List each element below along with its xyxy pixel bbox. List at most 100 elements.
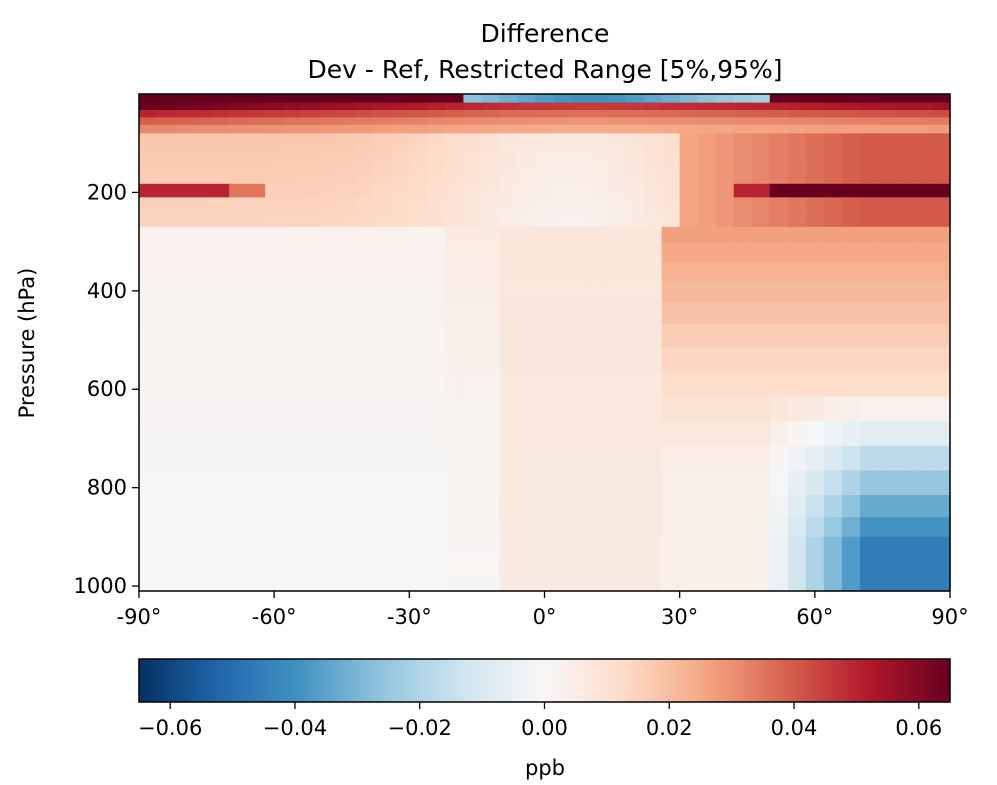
heatmap-cell: [913, 261, 933, 282]
colorbar-tick-label: −0.04: [263, 716, 327, 740]
heatmap-cell: [679, 495, 699, 518]
heatmap-cell: [877, 261, 897, 282]
heatmap-cell: [625, 153, 645, 164]
heatmap-cell: [463, 396, 483, 422]
heatmap-cell: [301, 143, 320, 154]
heatmap-cell: [193, 280, 212, 303]
heatmap-cell: [445, 372, 464, 398]
heatmap-cell: [391, 421, 410, 447]
heatmap-cell: [265, 445, 284, 472]
heatmap-cell: [931, 124, 951, 134]
heatmap-cell: [499, 117, 519, 126]
heatmap-cell: [607, 421, 627, 447]
heatmap-cell: [553, 421, 573, 447]
heatmap-cell: [175, 261, 194, 282]
heatmap-cell: [301, 576, 320, 592]
heatmap-cell: [427, 347, 446, 373]
heatmap-cell: [535, 372, 555, 398]
heatmap-cell: [499, 226, 519, 244]
heatmap-cell: [139, 372, 158, 398]
heatmap-cell: [229, 133, 248, 144]
heatmap-cell: [373, 556, 392, 577]
heatmap-cell: [283, 143, 302, 154]
heatmap-cell: [787, 396, 807, 422]
heatmap-cell: [931, 153, 951, 164]
heatmap-cell: [517, 261, 537, 282]
heatmap-cell: [481, 124, 501, 134]
heatmap-cell: [355, 301, 374, 325]
heatmap-cell: [553, 153, 573, 164]
heatmap-cell: [679, 324, 699, 349]
heatmap-cell: [157, 117, 176, 126]
heatmap-cell: [661, 143, 681, 154]
heatmap-cell: [373, 124, 392, 134]
heatmap-cell: [373, 212, 392, 228]
heatmap-cell: [859, 396, 879, 422]
heatmap-cell: [319, 102, 338, 111]
heatmap-cell: [337, 495, 356, 518]
heatmap-cell: [571, 324, 591, 349]
heatmap-cell: [625, 242, 645, 262]
heatmap-cell: [247, 172, 266, 185]
heatmap-cell: [553, 347, 573, 373]
heatmap-cell: [823, 470, 843, 496]
heatmap-cell: [157, 183, 176, 198]
heatmap-cell: [769, 536, 789, 558]
chart-subtitle: Dev - Ref, Restricted Range [5%,95%]: [308, 55, 783, 84]
heatmap-cell: [409, 324, 428, 349]
heatmap-cell: [445, 109, 464, 118]
heatmap-cell: [733, 109, 753, 118]
heatmap-cell: [535, 94, 555, 104]
heatmap-cell: [859, 226, 879, 244]
heatmap-cell: [643, 372, 663, 398]
heatmap-cell: [877, 94, 897, 104]
heatmap-cell: [463, 197, 483, 213]
heatmap-cell: [337, 556, 356, 577]
heatmap-cell: [319, 117, 338, 126]
colorbar-label: ppb: [525, 756, 565, 780]
heatmap-cell: [211, 102, 230, 111]
heatmap-cell: [751, 396, 771, 422]
heatmap-cell: [463, 143, 483, 154]
heatmap-cell: [463, 124, 483, 134]
heatmap-cell: [193, 94, 212, 104]
heatmap-cell: [139, 153, 158, 164]
heatmap-cell: [787, 280, 807, 303]
heatmap-cell: [715, 445, 735, 472]
heatmap-cell: [571, 226, 591, 244]
heatmap-cell: [139, 124, 158, 134]
heatmap-cell: [337, 109, 356, 118]
heatmap-cell: [229, 212, 248, 228]
heatmap-cell: [175, 117, 194, 126]
heatmap-cell: [643, 172, 663, 185]
heatmap-cell: [517, 495, 537, 518]
heatmap-cell: [931, 445, 951, 472]
heatmap-cell: [157, 301, 176, 325]
heatmap-cell: [697, 133, 717, 144]
heatmap-cell: [517, 517, 537, 538]
heatmap-cell: [841, 536, 861, 558]
heatmap-cell: [301, 226, 320, 244]
heatmap-cell: [733, 226, 753, 244]
heatmap-cell: [733, 536, 753, 558]
heatmap-cell: [211, 153, 230, 164]
heatmap-cell: [193, 197, 212, 213]
heatmap-cell: [625, 536, 645, 558]
heatmap-cell: [355, 495, 374, 518]
heatmap-cell: [679, 102, 699, 111]
heatmap-cell: [481, 556, 501, 577]
heatmap-cell: [229, 470, 248, 496]
heatmap-cell: [733, 324, 753, 349]
heatmap-cell: [751, 162, 771, 174]
heatmap-cell: [283, 372, 302, 398]
heatmap-cell: [913, 117, 933, 126]
heatmap-cell: [715, 495, 735, 518]
heatmap-cell: [301, 517, 320, 538]
heatmap-cell: [499, 517, 519, 538]
heatmap-cell: [769, 372, 789, 398]
heatmap-cell: [535, 261, 555, 282]
heatmap-cell: [319, 133, 338, 144]
heatmap-cell: [337, 517, 356, 538]
heatmap-cell: [211, 576, 230, 592]
